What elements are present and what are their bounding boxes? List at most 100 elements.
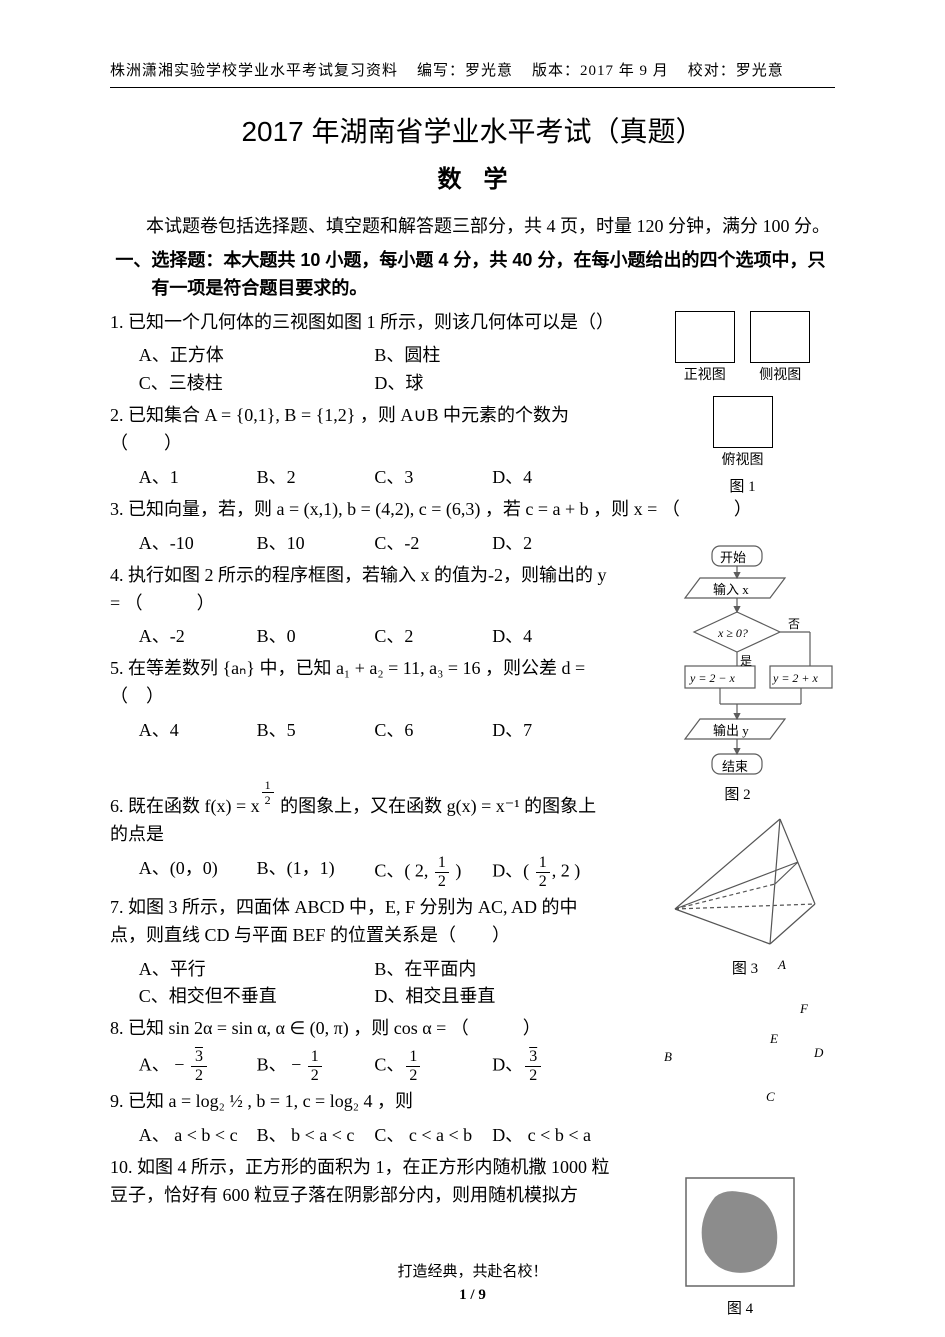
q9-A: A、 a < b < c bbox=[139, 1122, 257, 1150]
question-5: 5. 在等差数列 {aₙ} 中，已知 a₁ + a₂ = 11, a₃ = 16… bbox=[110, 655, 610, 745]
flow-right: y = 2 + x bbox=[773, 669, 818, 688]
q3-B: B、10 bbox=[257, 530, 375, 558]
q4-C: C、2 bbox=[374, 623, 492, 651]
q7-C: C、相交但不垂直 bbox=[139, 983, 375, 1011]
flow-out: 输出 y bbox=[713, 721, 749, 741]
flow-start: 开始 bbox=[720, 548, 746, 568]
q9-C: C、 c < a < b bbox=[374, 1122, 492, 1150]
flow-left: y = 2 − x bbox=[690, 669, 735, 688]
page-total: 9 bbox=[478, 1287, 486, 1303]
q4-A: A、-2 bbox=[139, 623, 257, 651]
lbl-E: E bbox=[770, 1029, 778, 1049]
q3-A: A、-10 bbox=[139, 530, 257, 558]
question-3: 3. 已知向量，若，则 a = (x,1), b = (4,2), c = (6… bbox=[110, 496, 830, 524]
flow-input: 输入 x bbox=[713, 580, 749, 600]
page-sep: / bbox=[467, 1287, 479, 1303]
q2-B: B、2 bbox=[257, 464, 375, 492]
question-9: 9. 已知 a = log₂ ½ , b = 1, c = log₂ 4 ，则 … bbox=[110, 1088, 610, 1150]
flow-yes: 是 bbox=[740, 652, 752, 671]
q6-A: A、(0，0) bbox=[139, 855, 257, 890]
q2-A: A、1 bbox=[139, 464, 257, 492]
page-footer: 打造经典，共赴名校！ 1 / 9 bbox=[0, 1261, 945, 1308]
flow-end: 结束 bbox=[722, 757, 748, 777]
q1-D: D、球 bbox=[374, 370, 610, 398]
subject-title: 数学 bbox=[110, 162, 835, 199]
q5-stem: 5. 在等差数列 {aₙ} 中，已知 a₁ + a₂ = 11, a₃ = 16… bbox=[110, 655, 610, 711]
running-head: 株洲潇湘实验学校学业水平考试复习资料 编写：罗光意 版本：2017 年 9 月 … bbox=[110, 60, 835, 83]
q9-stem: 9. 已知 a = log₂ ½ , b = 1, c = log₂ 4 ，则 bbox=[110, 1088, 610, 1116]
flow-no: 否 bbox=[788, 615, 800, 634]
q7-stem: 7. 如图 3 所示，四面体 ABCD 中，E, F 分别为 AC, AD 的中… bbox=[110, 894, 610, 950]
question-3-opts: A、-10 B、10 C、-2 D、2 bbox=[110, 530, 610, 558]
side-view-label: 侧视图 bbox=[744, 365, 816, 387]
figure-3: A B C D E F 图 3 bbox=[670, 814, 820, 962]
figure-2: 开始 输入 x x ≥ 0? 是 否 y = 2 − x y = 2 + x 输… bbox=[640, 544, 835, 817]
q1-C: C、三棱柱 bbox=[139, 370, 375, 398]
exam-note: 本试题卷包括选择题、填空题和解答题三部分，共 4 页，时量 120 分钟，满分 … bbox=[110, 213, 835, 241]
q3-stem: 3. 已知向量，若，则 a = (x,1), b = (4,2), c = (6… bbox=[110, 496, 830, 524]
q7-B: B、在平面内 bbox=[374, 956, 610, 984]
flow-cond: x ≥ 0? bbox=[718, 624, 748, 643]
q2-D: D、4 bbox=[492, 464, 610, 492]
q1-A: A、正方体 bbox=[139, 342, 375, 370]
q3-C: C、-2 bbox=[374, 530, 492, 558]
head-proof: 校对：罗光意 bbox=[688, 63, 784, 79]
q7-A: A、平行 bbox=[139, 956, 375, 984]
q7-D: D、相交且垂直 bbox=[374, 983, 610, 1011]
q6-B: B、(1，1) bbox=[257, 855, 375, 890]
q1-stem: 1. 已知一个几何体的三视图如图 1 所示，则该几何体可以是（） bbox=[110, 309, 610, 337]
front-view-label: 正视图 bbox=[669, 365, 741, 387]
lbl-C: C bbox=[766, 1087, 775, 1107]
top-view-box bbox=[713, 396, 773, 448]
section-a-heading-text: 一、选择题：本大题共 10 小题，每小题 4 分，共 40 分，在每小题给出的四… bbox=[110, 247, 835, 303]
q5-B: B、5 bbox=[257, 717, 375, 745]
q6-C: C、( 2, 12 ) bbox=[374, 855, 492, 890]
q9-D: D、 c < b < a bbox=[492, 1122, 610, 1150]
question-2: 2. 已知集合 A = {0,1}, B = {1,2} ，则 A∪B 中元素的… bbox=[110, 402, 610, 492]
q8-B: B、 − 12 bbox=[257, 1049, 375, 1084]
q6-stem-1: 6. 既在函数 f(x) = x bbox=[110, 796, 260, 816]
q5-A: A、4 bbox=[139, 717, 257, 745]
q4-D: D、4 bbox=[492, 623, 610, 651]
question-1: 1. 已知一个几何体的三视图如图 1 所示，则该几何体可以是（） A、正方体 B… bbox=[110, 309, 610, 399]
lbl-D: D bbox=[814, 1043, 823, 1063]
question-10: 10. 如图 4 所示，正方形的面积为 1，在正方形内随机撒 1000 粒豆子，… bbox=[110, 1154, 610, 1210]
q5-D: D、7 bbox=[492, 717, 610, 745]
content-area: 正视图 侧视图 俯视图 图 1 bbox=[110, 309, 835, 1210]
page: 株洲潇湘实验学校学业水平考试复习资料 编写：罗光意 版本：2017 年 9 月 … bbox=[0, 0, 945, 1337]
head-version: 版本：2017 年 9 月 bbox=[532, 63, 669, 79]
q8-A: A、 − 32 bbox=[139, 1049, 257, 1084]
q6-stem: 6. 既在函数 f(x) = x12 的图象上，又在函数 g(x) = x⁻¹ … bbox=[110, 779, 610, 849]
q8-C: C、12 bbox=[374, 1049, 492, 1084]
question-7: 7. 如图 3 所示，四面体 ABCD 中，E, F 分别为 AC, AD 的中… bbox=[110, 894, 610, 1012]
q3-D: D、2 bbox=[492, 530, 610, 558]
lbl-B: B bbox=[664, 1047, 672, 1067]
q9-B: B、 b < a < c bbox=[257, 1122, 375, 1150]
tetra-svg bbox=[670, 814, 820, 954]
lbl-F: F bbox=[800, 999, 808, 1019]
head-left: 株洲潇湘实验学校学业水平考试复习资料 bbox=[110, 63, 398, 79]
question-6: 6. 既在函数 f(x) = x12 的图象上，又在函数 g(x) = x⁻¹ … bbox=[110, 779, 610, 890]
q5-C: C、6 bbox=[374, 717, 492, 745]
head-author: 编写：罗光意 bbox=[417, 63, 513, 79]
q6-D: D、( 12, 2 ) bbox=[492, 855, 610, 890]
q2-stem: 2. 已知集合 A = {0,1}, B = {1,2} ，则 A∪B 中元素的… bbox=[110, 402, 610, 458]
exam-title: 2017 年湖南省学业水平考试（真题） bbox=[110, 110, 835, 153]
q4-B: B、0 bbox=[257, 623, 375, 651]
q2-C: C、3 bbox=[374, 464, 492, 492]
figure-1: 正视图 侧视图 俯视图 图 1 bbox=[650, 309, 835, 500]
q4-stem: 4. 执行如图 2 所示的程序框图，若输入 x 的值为-2，则输出的 y = （… bbox=[110, 562, 610, 618]
q1-B: B、圆柱 bbox=[374, 342, 610, 370]
question-8: 8. 已知 sin 2α = sin α, α ∈ (0, π) ，则 cos … bbox=[110, 1015, 610, 1084]
figure-3-caption: 图 3 bbox=[670, 958, 820, 981]
top-view-label: 俯视图 bbox=[707, 450, 779, 472]
q8-stem: 8. 已知 sin 2α = sin α, α ∈ (0, π) ，则 cos … bbox=[110, 1015, 610, 1043]
question-4: 4. 执行如图 2 所示的程序框图，若输入 x 的值为-2，则输出的 y = （… bbox=[110, 562, 610, 652]
footer-motto: 打造经典，共赴名校！ bbox=[0, 1261, 945, 1284]
side-view-box bbox=[750, 311, 810, 363]
page-number: 1 / 9 bbox=[0, 1284, 945, 1307]
page-now: 1 bbox=[459, 1287, 467, 1303]
q8-D: D、32 bbox=[492, 1049, 610, 1084]
header-rule bbox=[110, 87, 835, 88]
section-a-heading: 一、选择题：本大题共 10 小题，每小题 4 分，共 40 分，在每小题给出的四… bbox=[110, 247, 835, 303]
